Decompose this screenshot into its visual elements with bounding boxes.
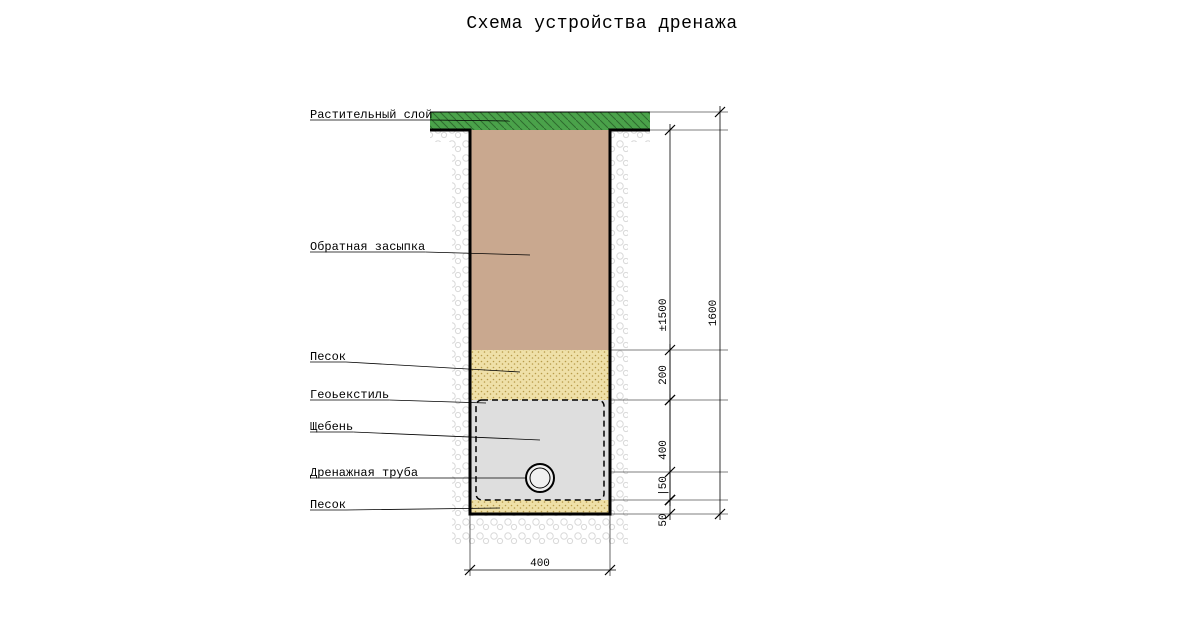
dim-text: ±1500 <box>658 298 670 331</box>
dim-text: |50 <box>658 476 670 496</box>
dim-text: 1600 <box>708 300 720 326</box>
dim-text: 400 <box>658 440 670 460</box>
drainage-diagram: Растительный слойОбратная засыпкаПесокГе… <box>0 0 1204 638</box>
dim-width: 400 <box>530 558 550 570</box>
dim-text: 50 <box>658 513 670 526</box>
diagram-title: Схема устройства дренажа <box>0 14 1204 34</box>
dim-text: 200 <box>658 365 670 385</box>
